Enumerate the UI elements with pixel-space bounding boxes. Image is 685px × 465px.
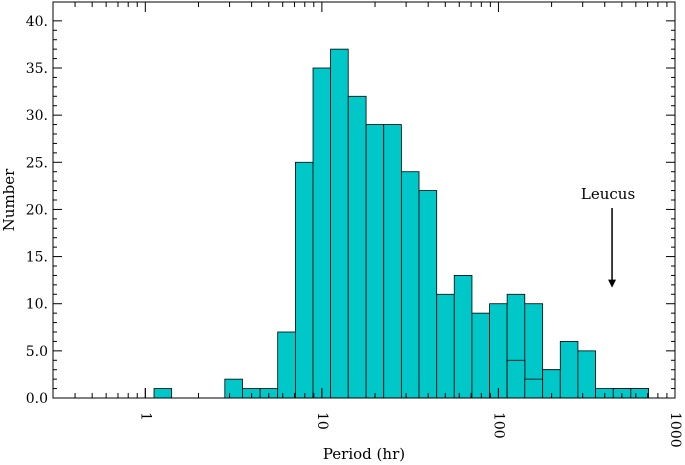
y-tick-label: 25.: [26, 155, 48, 171]
histogram-bar: [383, 124, 402, 399]
histogram-bar: [347, 95, 367, 399]
histogram-bar: [295, 161, 314, 399]
histogram-bar: [153, 388, 173, 399]
histogram-bar: [312, 67, 331, 399]
ticks-group: 0.0 5.0 10. 15. 20. 25. 30. 35. 40. 1 10 100 1000: [26, 2, 683, 448]
x-axis-label: Period (hr): [323, 445, 405, 463]
leucus-arrowhead: [608, 279, 617, 288]
histogram-bar: [365, 124, 385, 399]
x-tick-label: 10: [314, 412, 330, 430]
histogram-bar: [489, 303, 508, 399]
leucus-annotation: Leucus: [581, 185, 635, 203]
y-tick-label: 10.: [26, 297, 48, 313]
histogram-bar: [330, 48, 349, 399]
y-tick-label: 30.: [26, 108, 48, 124]
histogram-bar: [506, 359, 526, 399]
histogram-bar: [559, 341, 579, 399]
x-tick-label: 1: [137, 412, 153, 421]
x-tick-label: 1000: [667, 412, 683, 448]
y-tick-label: 40.: [26, 14, 48, 30]
histogram-bar: [453, 275, 473, 399]
histogram-bar: [630, 388, 649, 399]
y-tick-label: 0.0: [26, 391, 48, 407]
y-tick-label: 20.: [26, 202, 48, 218]
bars-group: [153, 48, 649, 399]
histogram-bar: [400, 171, 420, 399]
histogram-bar: [224, 378, 243, 399]
histogram-bar: [436, 293, 455, 399]
y-tick-label: 15.: [26, 250, 48, 266]
y-tick-label: 5.0: [26, 344, 48, 360]
y-axis-label: Number: [0, 168, 18, 231]
x-tick-label: 100: [490, 412, 506, 439]
histogram-bar: [577, 350, 596, 399]
histogram-bar: [471, 312, 490, 399]
histogram-bar: [418, 190, 438, 399]
histogram-bar: [277, 331, 296, 399]
y-tick-label: 35.: [26, 61, 48, 77]
histogram-bar: [524, 378, 544, 399]
